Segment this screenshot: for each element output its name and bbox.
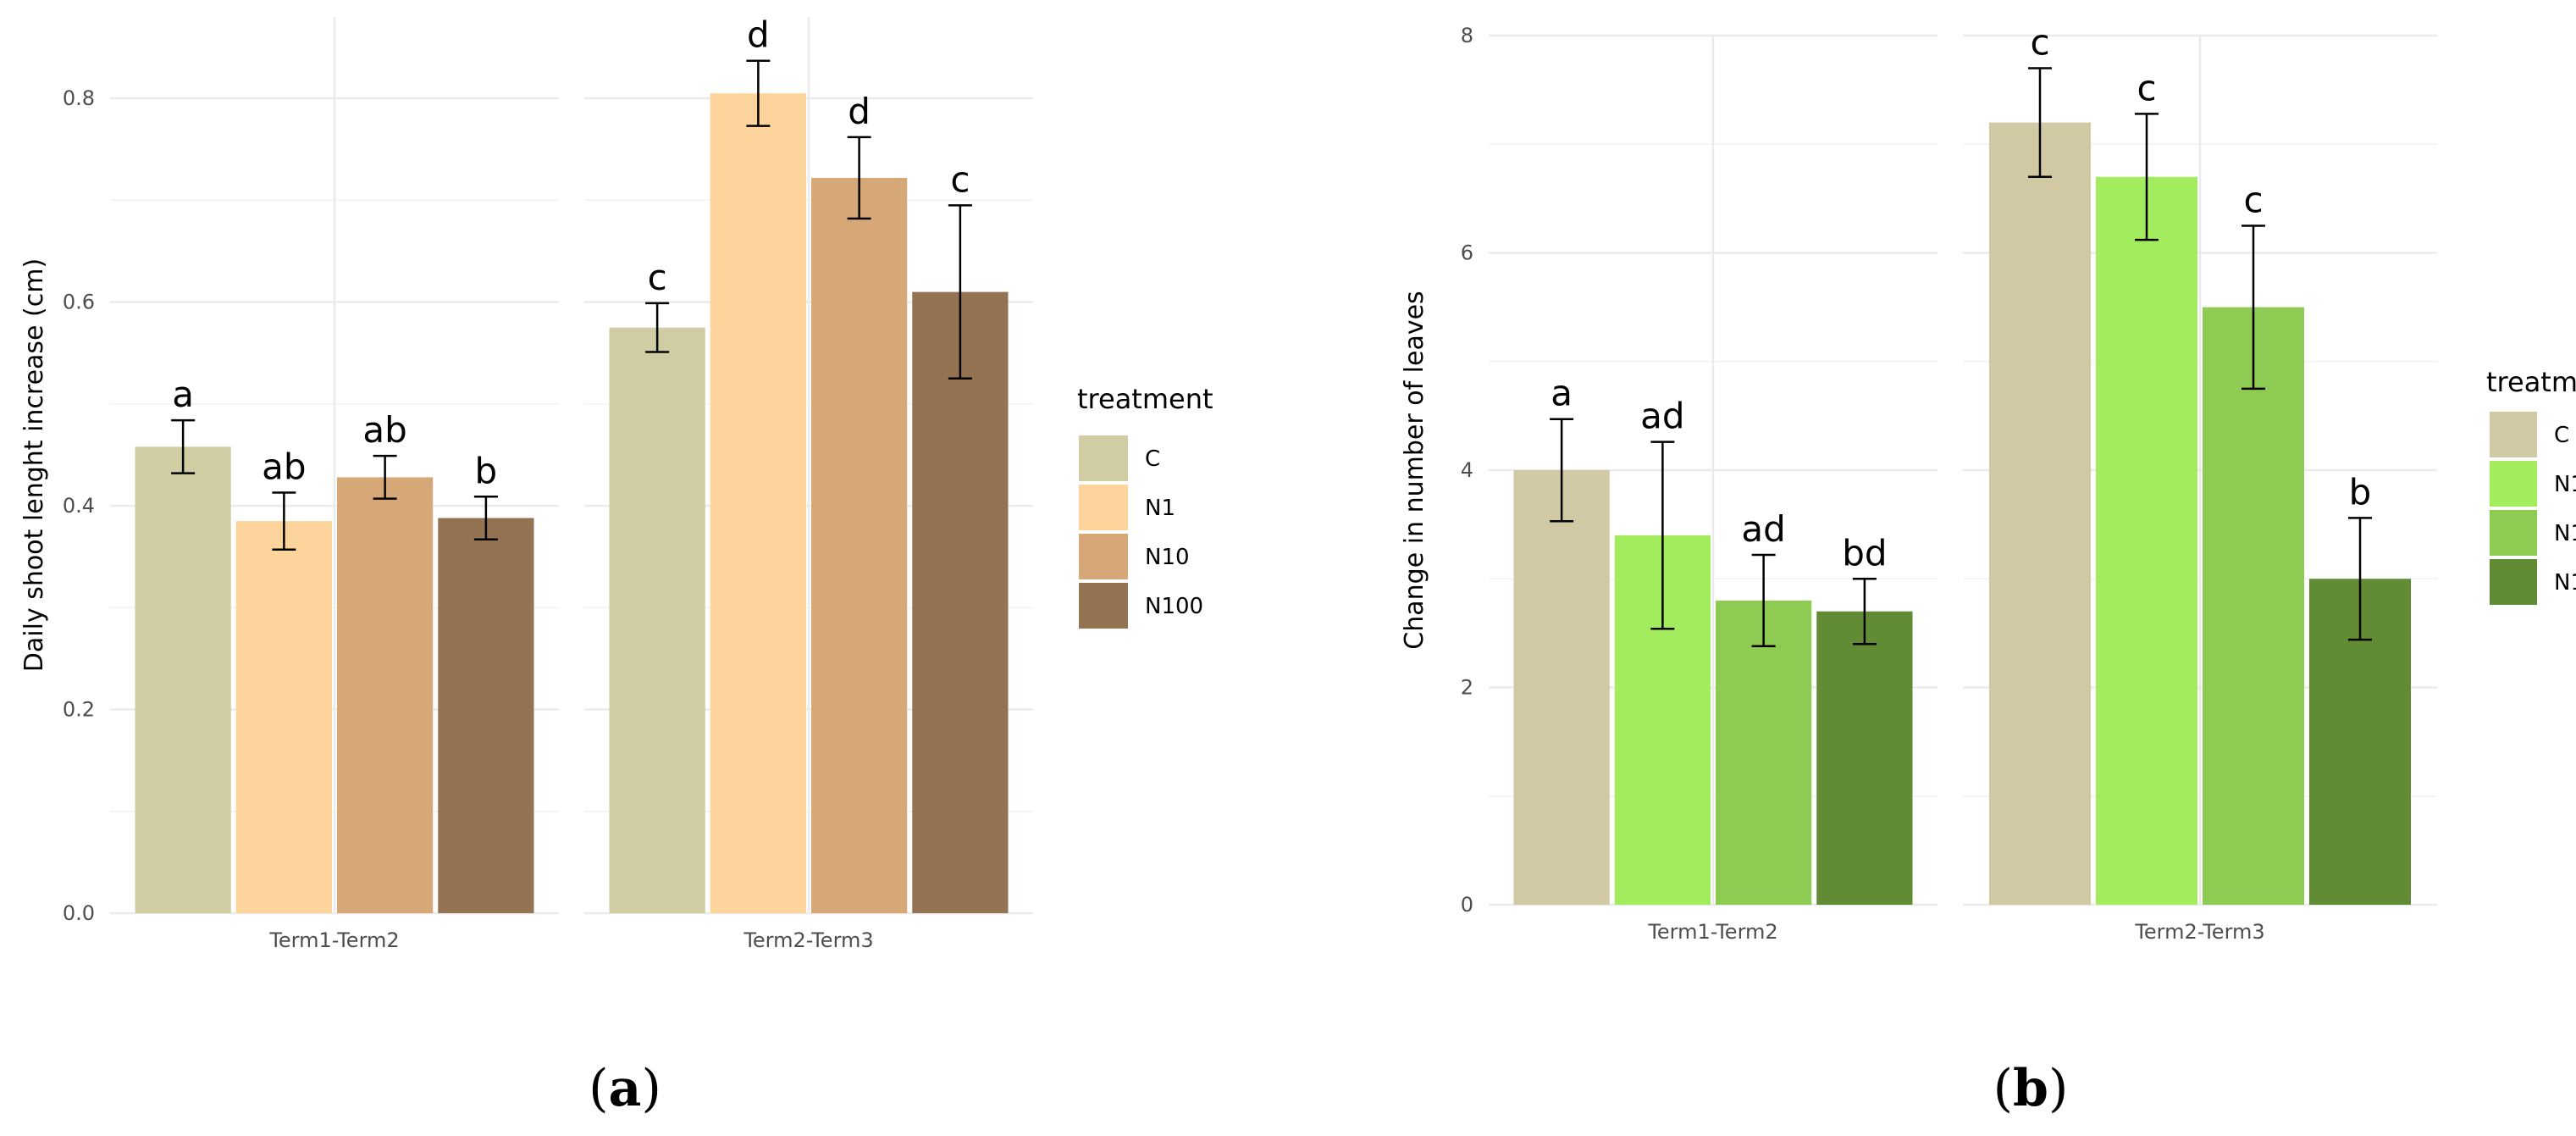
legend: treatment C N1 N10 N100 — [1077, 383, 1213, 629]
y-tick-label: 4 — [1461, 458, 1473, 482]
significance-letter: ab — [362, 409, 406, 451]
panel-label-close: ) — [2048, 1059, 2068, 1118]
bar-N10-Term1-Term2 — [337, 477, 434, 913]
bar-N100-Term1-Term2 — [1816, 611, 1913, 905]
x-tick-label: Term1-Term2 — [268, 928, 399, 952]
bar-C-Term2-Term3 — [1989, 122, 2091, 906]
legend: treatment C N1 N10 N100 — [2486, 366, 2576, 605]
panel-label-open: ( — [589, 1059, 608, 1118]
legend-key-C — [1079, 435, 1128, 481]
legend-key-C — [2490, 412, 2537, 457]
y-tick-label: 6 — [1461, 241, 1473, 265]
bar-N1-Term1-Term2 — [235, 521, 332, 913]
significance-letter: a — [172, 374, 194, 415]
legend-label-N10: N10 — [2554, 521, 2576, 546]
significance-letter: bd — [1842, 532, 1887, 574]
y-tick-label: 0.4 — [63, 494, 95, 518]
x-tick-label: Term2-Term3 — [2134, 920, 2264, 944]
chart-panel-2: 0 2 4 6 8 Change in number of leaves a ad ad bd Te… — [1400, 21, 2576, 1118]
significance-letter: a — [1551, 373, 1573, 414]
significance-letter: c — [2030, 21, 2049, 63]
panel-label-letter: a — [609, 1059, 642, 1118]
significance-letter: b — [2349, 471, 2372, 513]
y-tick-label: 0.2 — [63, 698, 95, 722]
y-tick-label: 0 — [1461, 893, 1473, 917]
y-axis-label: Change in number of leaves — [1400, 291, 1429, 649]
legend-key-N100 — [2490, 559, 2537, 605]
bar-N1-Term2-Term3 — [710, 93, 806, 913]
significance-letter: c — [2243, 179, 2263, 220]
y-tick-label: 0.6 — [63, 291, 95, 314]
legend-key-N10 — [2490, 510, 2537, 556]
bar-N100-Term1-Term2 — [438, 518, 534, 913]
significance-letter: ab — [262, 446, 306, 487]
significance-letter: ad — [1640, 396, 1684, 437]
legend-label-C: C — [2554, 423, 2569, 448]
panel-label-open: ( — [1993, 1059, 2013, 1118]
bar-C-Term1-Term2 — [135, 446, 231, 913]
bar-N10-Term2-Term3 — [2203, 307, 2304, 905]
x-tick-label: Term2-Term3 — [743, 928, 873, 952]
bar-N100-Term2-Term3 — [912, 291, 1009, 913]
y-tick-label: 0.0 — [63, 901, 95, 925]
legend-key-N100 — [1079, 583, 1128, 629]
legend-label-N100: N100 — [1145, 594, 1203, 619]
y-tick-label: 0.8 — [63, 86, 95, 110]
significance-letter: c — [2137, 67, 2156, 108]
significance-letter: d — [848, 91, 871, 132]
legend-label-C: C — [1145, 446, 1160, 472]
panel-label-letter: b — [2013, 1059, 2048, 1118]
y-tick-label: 2 — [1461, 676, 1473, 700]
legend-title: treatment — [1077, 383, 1213, 415]
legend-key-N1 — [1079, 485, 1128, 530]
significance-letter: ad — [1741, 508, 1785, 550]
legend-label-N1: N1 — [2554, 472, 2576, 497]
significance-letter: d — [747, 14, 770, 56]
significance-letter: c — [648, 257, 667, 298]
chart-panel-1: 0.0 0.2 0.4 0.6 0.8 Daily shoot lenght increa… — [19, 14, 1213, 1118]
bar-N1-Term2-Term3 — [2096, 176, 2197, 906]
legend-key-N10 — [1079, 534, 1128, 579]
x-tick-label: Term1-Term2 — [1647, 920, 1777, 944]
y-axis-label: Daily shoot lenght increase (cm) — [19, 258, 49, 672]
bar-C-Term2-Term3 — [609, 327, 705, 913]
bar-C-Term1-Term2 — [1513, 470, 1610, 905]
panel-label: (a) — [589, 1059, 661, 1118]
panel-label-close: ) — [641, 1059, 661, 1118]
significance-letter: c — [950, 158, 970, 200]
bar-N10-Term1-Term2 — [1716, 600, 1812, 905]
panel-label: (b) — [1993, 1059, 2069, 1118]
significance-letter: b — [475, 450, 498, 491]
legend-label-N1: N1 — [1145, 496, 1175, 521]
legend-label-N10: N10 — [1145, 545, 1190, 570]
legend-key-N1 — [2490, 461, 2537, 507]
legend-label-N100: N100 — [2554, 570, 2576, 596]
y-tick-label: 8 — [1461, 24, 1473, 47]
bar-N10-Term2-Term3 — [811, 177, 908, 913]
legend-title: treatment — [2486, 366, 2576, 398]
